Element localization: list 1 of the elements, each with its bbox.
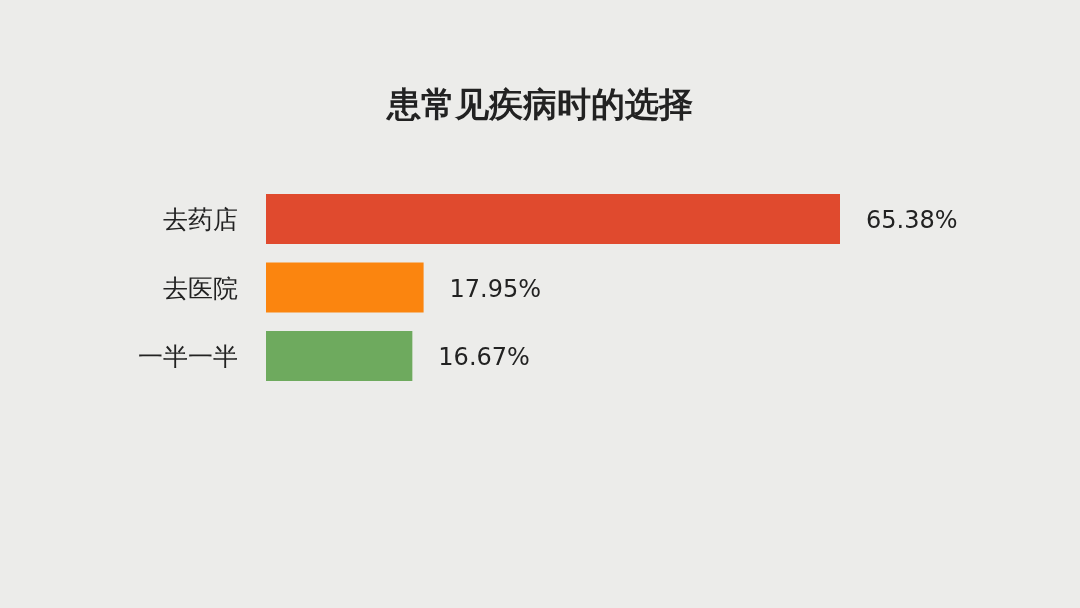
title: 患常见疾病时的选择 [387, 84, 693, 124]
